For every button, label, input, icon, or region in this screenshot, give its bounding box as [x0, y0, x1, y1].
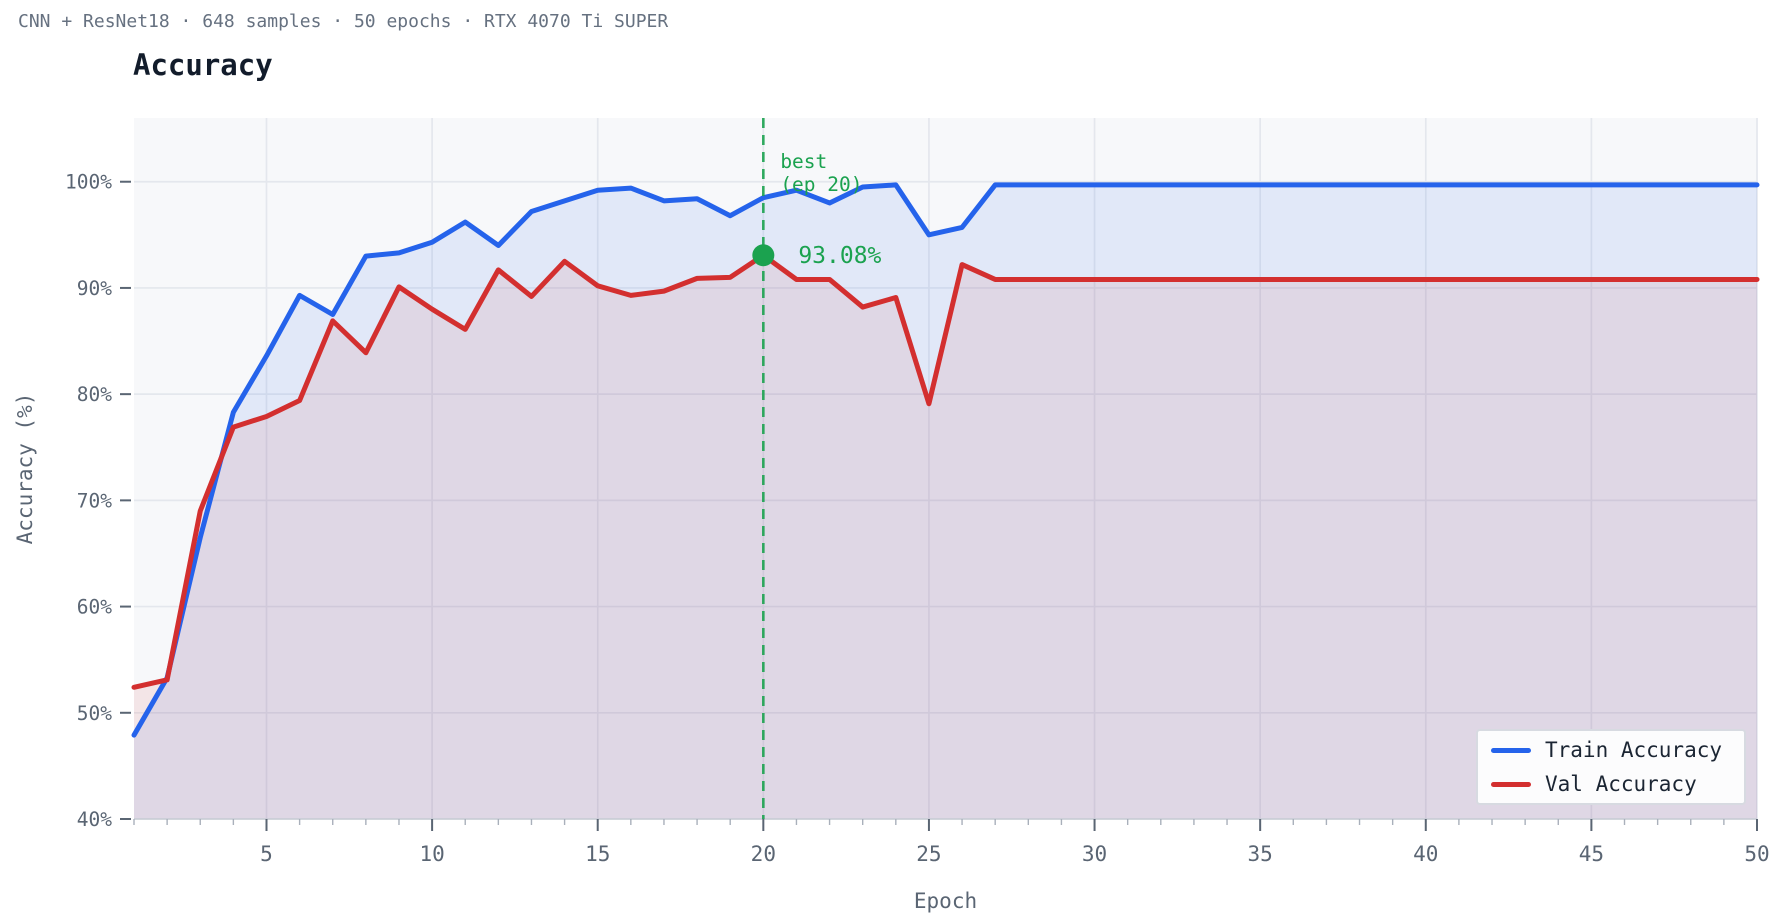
x-tick-label: 35	[1248, 842, 1273, 866]
gridlines	[134, 118, 1758, 820]
chart-title: Accuracy	[133, 48, 273, 82]
y-tick-label: 50%	[77, 702, 112, 725]
best-epoch-marker	[752, 244, 775, 267]
y-axis-label: Accuracy (%)	[13, 393, 37, 545]
y-tick-label: 100%	[65, 171, 112, 194]
x-tick-label: 40	[1413, 842, 1438, 866]
train-line	[131, 182, 1760, 738]
val-area	[134, 255, 1757, 819]
train-line-swatch	[1491, 747, 1531, 753]
y-tick-label: 60%	[77, 596, 112, 619]
y-tick-label: 70%	[77, 489, 112, 512]
best-label-line1: best	[780, 150, 827, 173]
x-axis-label: Epoch	[914, 889, 977, 913]
y-tick-label: 90%	[77, 277, 112, 300]
legend-item-train: Train Accuracy	[1491, 738, 1744, 762]
chart-legend: Train Accuracy Val Accuracy	[1476, 729, 1746, 805]
legend-item-val: Val Accuracy	[1491, 772, 1744, 796]
legend-label-train: Train Accuracy	[1545, 738, 1723, 762]
val-line	[131, 252, 1760, 690]
plot-background	[134, 118, 1757, 819]
y-tick-label: 40%	[77, 808, 112, 831]
train-area	[134, 184, 1757, 819]
x-tick-label: 5	[260, 842, 273, 866]
x-tick-label: 15	[585, 842, 610, 866]
val-line-swatch	[1491, 781, 1531, 787]
x-tick-label: 45	[1579, 842, 1604, 866]
x-tick-label: 30	[1082, 842, 1107, 866]
legend-label-val: Val Accuracy	[1545, 772, 1697, 796]
axis-ticks	[120, 180, 1758, 831]
x-tick-label: 25	[916, 842, 941, 866]
best-value-label: 93.08%	[798, 243, 881, 269]
best-label-line2: (ep 20)	[780, 173, 862, 196]
x-tick-label: 50	[1744, 842, 1769, 866]
y-tick-label: 80%	[77, 383, 112, 406]
x-tick-label: 10	[419, 842, 444, 866]
run-info-header: CNN + ResNet18 · 648 samples · 50 epochs…	[18, 11, 669, 32]
x-tick-label: 20	[751, 842, 776, 866]
